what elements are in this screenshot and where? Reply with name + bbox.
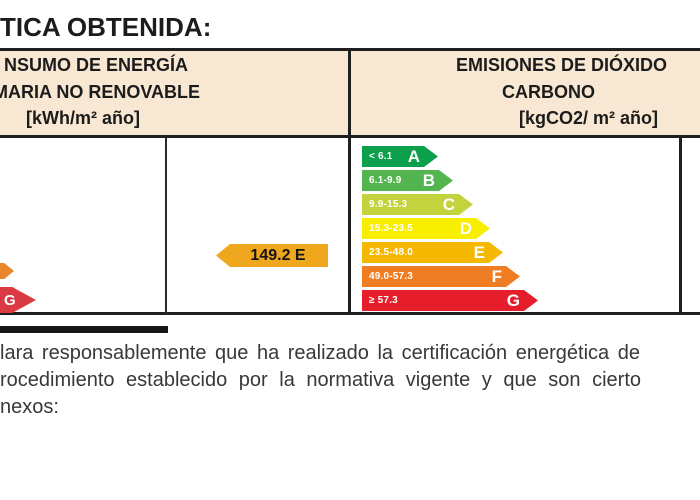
declaration-line3: nexos:	[0, 396, 59, 418]
cutoff-dark-bar	[0, 326, 168, 333]
body-divider-center	[348, 138, 351, 315]
scale-range-label: ≥ 57.3	[369, 295, 398, 306]
scale-letter: D	[459, 219, 472, 238]
scale-range-label: 15.3-23.5	[369, 223, 414, 234]
header-column-divider	[348, 48, 351, 138]
scale-letter: E	[473, 243, 485, 262]
scale-letter: C	[442, 195, 455, 214]
body-divider-left	[165, 138, 167, 315]
scale-range-label: 9.9-15.3	[369, 199, 408, 210]
emissions-scale-arrow-b: 6.1-9.9 B	[362, 170, 453, 191]
left-header-line2: MARIA NO RENOVABLE	[0, 82, 200, 102]
scale-range-label: 49.0-57.3	[369, 271, 414, 282]
scale-range-label: < 6.1	[369, 151, 393, 162]
scale-letter: F	[491, 267, 502, 286]
declaration-line1: lara responsablemente que ha realizado l…	[0, 342, 640, 364]
right-header-line1: EMISIONES DE DIÓXIDO	[456, 55, 668, 75]
scale-letter: B	[422, 171, 435, 190]
rating-indicator-value: 149.2 E	[250, 246, 306, 264]
consumption-scale-g-letter: G	[4, 291, 16, 309]
emissions-scale-arrow-e: 23.5-48.0 E	[362, 242, 503, 263]
page-title: TICA OBTENIDA:	[0, 12, 212, 42]
emissions-scale-arrow-g: ≥ 57.3 G	[362, 290, 538, 311]
emissions-scale-arrow-d: 15.3-23.5 D	[362, 218, 490, 239]
scale-range-label: 6.1-9.9	[369, 175, 402, 186]
declaration-line2: rocedimiento establecido por la normativ…	[0, 369, 641, 391]
rating-indicator-arrow: 149.2 E	[216, 244, 328, 267]
scale-range-label: 23.5-48.0	[369, 247, 414, 258]
scale-letter: G	[506, 291, 520, 310]
right-header-units: [kgCO2/ m² año]	[519, 108, 659, 128]
body-divider-right	[679, 138, 682, 315]
emissions-scale-arrow-c: 9.9-15.3 C	[362, 194, 473, 215]
emissions-scale-arrow-f: 49.0-57.3 F	[362, 266, 520, 287]
emissions-scale: < 6.1 A 6.1-9.9 B 9.9-15.3 C 15.3-23.5 D…	[362, 146, 538, 314]
right-header-line2: CARBONO	[502, 82, 595, 102]
left-header-units: [kWh/m² año]	[26, 108, 140, 128]
emissions-scale-arrow-a: < 6.1 A	[362, 146, 438, 167]
scale-letter: A	[407, 147, 420, 166]
left-header-line1: NSUMO DE ENERGÍA	[4, 55, 189, 75]
